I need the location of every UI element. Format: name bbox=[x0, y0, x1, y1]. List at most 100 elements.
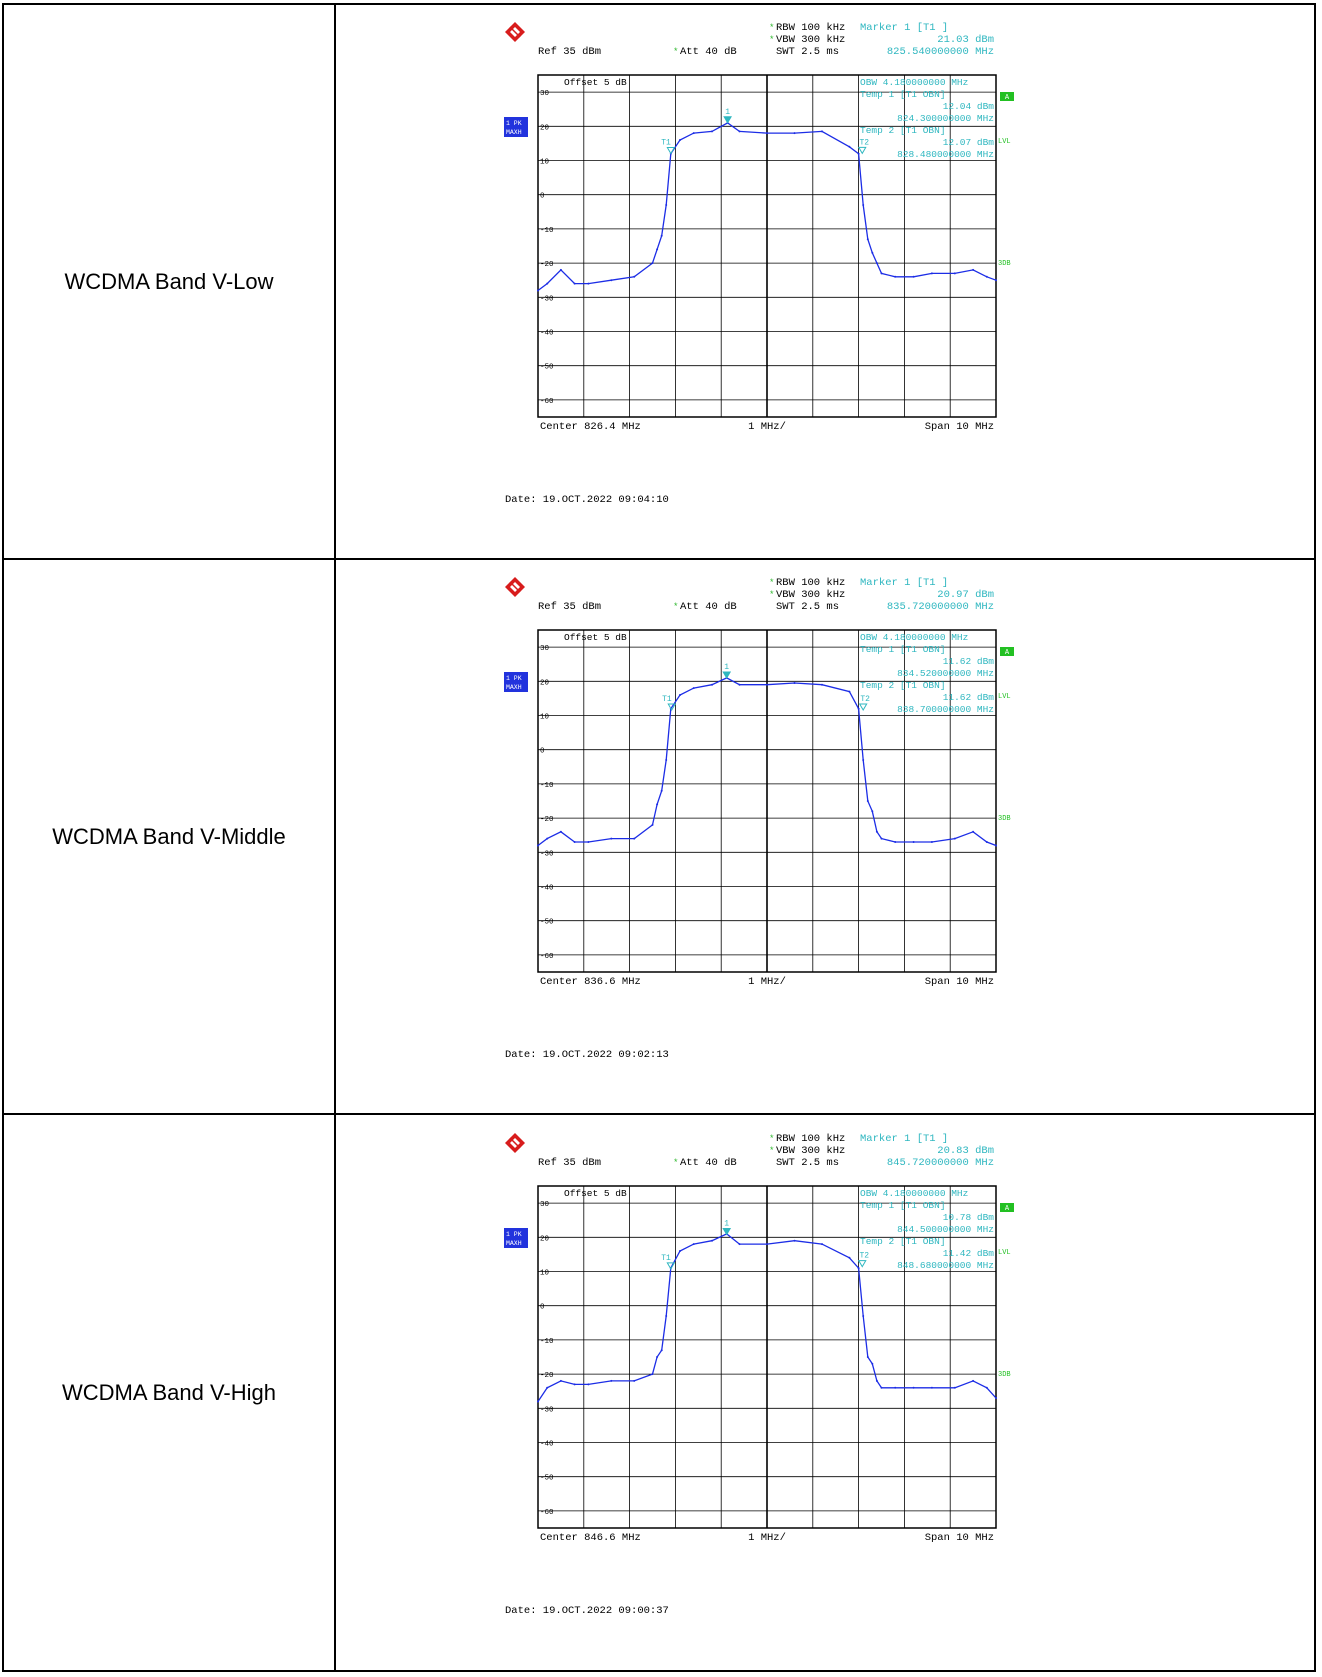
setting-star-icon: * bbox=[770, 577, 774, 587]
y-tick-label: 20 bbox=[540, 1235, 550, 1243]
marker-t2: T2 bbox=[858, 695, 870, 711]
y-tick-label: 10 bbox=[540, 159, 550, 167]
trace-point bbox=[875, 1379, 878, 1382]
y-tick-label: -10 bbox=[540, 227, 554, 235]
plot-cell: * * * RBW 100 kHz VBW 300 kHz SWT 2.5 ms Ref 3… bbox=[334, 3, 1316, 560]
trace-point bbox=[821, 1243, 823, 1246]
trace-point bbox=[679, 139, 681, 141]
trace-point bbox=[559, 830, 562, 833]
trace-point bbox=[866, 1356, 869, 1358]
rbw-label: RBW 100 kHz bbox=[776, 577, 845, 589]
y-tick-label: 0 bbox=[540, 1304, 545, 1312]
marker-label: T1 bbox=[661, 1254, 671, 1263]
trace-point bbox=[537, 844, 539, 847]
trace-point bbox=[930, 272, 933, 275]
marker-title: Marker 1 [T1 ] bbox=[860, 577, 948, 589]
trace-point bbox=[793, 682, 796, 684]
capture-date: Date: 19.OCT.2022 09:00:37 bbox=[505, 1605, 669, 1617]
trace-point bbox=[857, 707, 860, 710]
marker-1: 1 bbox=[723, 108, 732, 124]
center-frequency-label: Center 826.4 MHz bbox=[540, 421, 641, 433]
vbw-label: VBW 300 kHz bbox=[776, 1145, 845, 1157]
y-tick-label: -50 bbox=[540, 364, 554, 372]
trace-point bbox=[573, 841, 576, 843]
table-row: WCDMA Band V-Middle * * * RBW 100 kHz VBW 30… bbox=[2, 558, 1316, 1115]
trace-badge: 1 PK MAXH bbox=[504, 117, 528, 137]
trace-point bbox=[848, 145, 851, 148]
trace-badge-line1: 1 PK bbox=[506, 1231, 522, 1238]
trace-point bbox=[711, 130, 713, 133]
y-tick-label: -10 bbox=[540, 782, 554, 790]
trace-point bbox=[610, 837, 613, 840]
trace-point bbox=[848, 690, 851, 693]
setting-star-icon: * bbox=[674, 46, 678, 56]
trace-point bbox=[537, 1400, 539, 1403]
trace-point bbox=[862, 204, 865, 206]
obw-label: OBW 4.180000000 MHz bbox=[860, 77, 968, 88]
trace-point bbox=[985, 1386, 988, 1389]
trace-point bbox=[972, 830, 975, 833]
row-label: WCDMA Band V-Middle bbox=[2, 558, 336, 1115]
side-indicators: A LVL 3DB bbox=[998, 647, 1014, 823]
setting-star-icon: * bbox=[674, 601, 678, 611]
side-indicators: A LVL 3DB bbox=[998, 1203, 1014, 1379]
trace-point bbox=[559, 268, 562, 271]
trace-point bbox=[573, 1383, 576, 1386]
plot-grid bbox=[538, 630, 996, 972]
obw-label: OBW 4.180000000 MHz bbox=[860, 1188, 968, 1199]
trace-point bbox=[894, 1386, 897, 1389]
trace-point bbox=[656, 803, 659, 806]
y-tick-label: -60 bbox=[540, 1509, 554, 1517]
frequency-division-label: 1 MHz/ bbox=[748, 976, 786, 988]
trace-point bbox=[633, 837, 636, 840]
y-tick-label: -50 bbox=[540, 1475, 554, 1483]
temp1-title: Temp 1 [T1 OBN] bbox=[860, 89, 946, 100]
attenuation-label: Att 40 dB bbox=[680, 1157, 737, 1169]
side-3db-indicator: 3DB bbox=[998, 260, 1011, 268]
trace-point bbox=[665, 204, 668, 206]
marker-1: 1 bbox=[722, 663, 732, 679]
temp1-level: 10.78 dBm bbox=[943, 1212, 995, 1223]
y-tick-label: -60 bbox=[540, 953, 554, 961]
trace-point bbox=[995, 844, 997, 847]
temp1-title: Temp 1 [T1 OBN] bbox=[860, 1200, 946, 1211]
y-tick-label: 10 bbox=[540, 1270, 550, 1278]
trace-point bbox=[862, 1315, 865, 1317]
marker-t2: T2 bbox=[857, 1252, 869, 1268]
plot-cell: * * * RBW 100 kHz VBW 300 kHz SWT 2.5 ms Ref 3… bbox=[334, 1113, 1316, 1672]
side-3db-indicator: 3DB bbox=[998, 1371, 1011, 1379]
side-a-indicator: A bbox=[1005, 94, 1010, 102]
plot-grid bbox=[538, 1186, 996, 1528]
marker-label: 1 bbox=[725, 108, 730, 117]
trace-point bbox=[711, 683, 713, 686]
trace-point bbox=[912, 275, 915, 278]
trace-point bbox=[679, 1250, 681, 1252]
trace-point bbox=[857, 152, 860, 155]
trace-point bbox=[692, 687, 695, 690]
offset-label: Offset 5 dB bbox=[564, 632, 627, 643]
marker-t2: T2 bbox=[857, 138, 869, 155]
marker-frequency: 845.720000000 MHz bbox=[887, 1157, 994, 1169]
trace-point bbox=[821, 130, 823, 133]
trace-point bbox=[766, 1243, 768, 1246]
trace-point bbox=[610, 1379, 613, 1382]
temp2-frequency: 828.480000000 MHz bbox=[897, 149, 994, 160]
temp2-level: 11.62 dBm bbox=[943, 692, 995, 703]
trace-point bbox=[766, 132, 768, 135]
marker-level: 21.03 dBm bbox=[937, 34, 994, 46]
marker-title: Marker 1 [T1 ] bbox=[860, 22, 948, 34]
capture-date: Date: 19.OCT.2022 09:04:10 bbox=[505, 494, 669, 506]
trace-point bbox=[880, 837, 883, 840]
trace-point bbox=[573, 282, 576, 285]
marker-t1: T1 bbox=[662, 695, 677, 711]
spectrum-trace bbox=[537, 677, 997, 847]
ref-level-label: Ref 35 dBm bbox=[538, 601, 601, 613]
trace-badge-line1: 1 PK bbox=[506, 120, 522, 127]
trace-point bbox=[587, 1383, 590, 1386]
marker-level: 20.83 dBm bbox=[937, 1145, 994, 1157]
trace-badge: 1 PK MAXH bbox=[504, 672, 528, 692]
trace-point bbox=[692, 132, 695, 135]
marker-t1: T1 bbox=[661, 139, 676, 155]
